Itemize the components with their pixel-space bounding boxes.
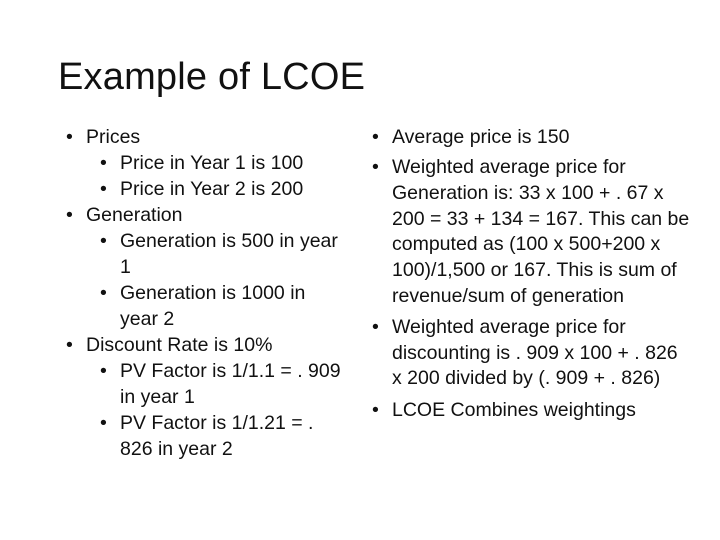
bullet-weighted-generation: Weighted average price for Generation is…: [372, 155, 692, 310]
bullet-generation-year-1: Generation is 500 in year 1: [100, 228, 341, 280]
bullet-weighted-discounting: Weighted average price for discounting i…: [372, 315, 692, 392]
bullet-pv-factor-year-2: PV Factor is 1/1.21 = . 826 in year 2: [100, 410, 341, 462]
bullet-price-year-1: Price in Year 1 is 100: [100, 150, 341, 176]
bullet-price-year-2: Price in Year 2 is 200: [100, 176, 341, 202]
bullet-pv-factor-year-1: PV Factor is 1/1.1 = . 909 in year 1: [100, 358, 341, 410]
bullet-generation: Generation: [66, 202, 341, 228]
bullet-prices: Prices: [66, 124, 341, 150]
bullet-lcoe-combines: LCOE Combines weightings: [372, 397, 692, 423]
bullet-generation-year-2: Generation is 1000 in year 2: [100, 280, 341, 332]
right-bullet-list: Average price is 150 Weighted average pr…: [372, 124, 692, 428]
bullet-average-price: Average price is 150: [372, 124, 692, 150]
left-bullet-list: Prices Price in Year 1 is 100 Price in Y…: [66, 124, 341, 462]
slide-title: Example of LCOE: [58, 56, 366, 98]
bullet-discount-rate: Discount Rate is 10%: [66, 332, 341, 358]
